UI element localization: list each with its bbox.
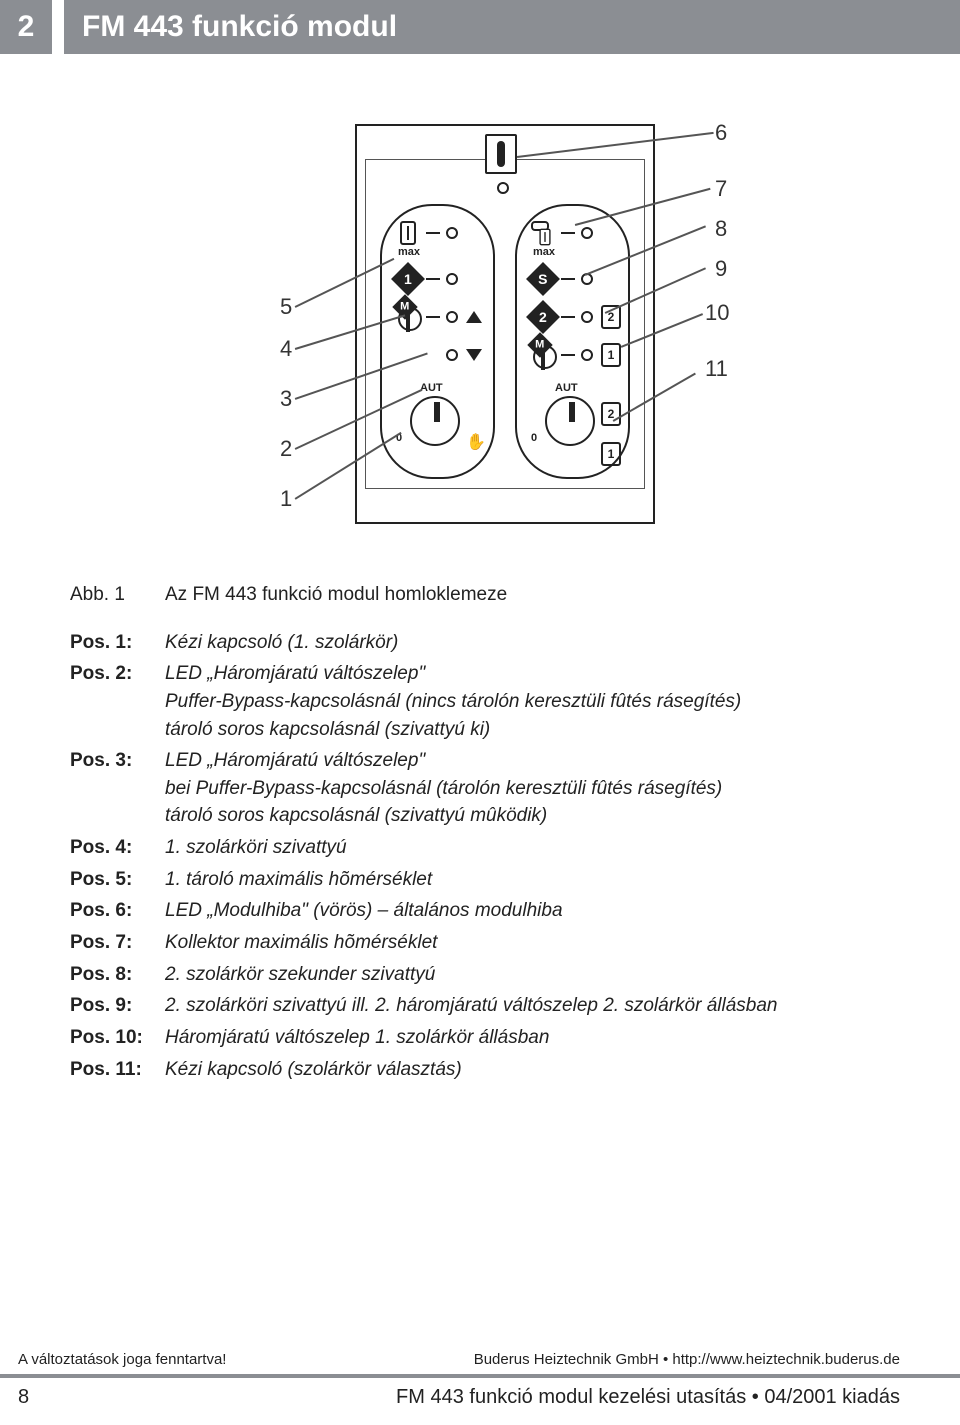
position-indicator-icon: 1 bbox=[601, 442, 621, 466]
aut-label: AUT bbox=[420, 382, 443, 394]
legend-row: Pos. 11:Kézi kapcsoló (szolárkör választ… bbox=[70, 1057, 900, 1083]
legend-value: 1. szolárköri szivattyú bbox=[165, 835, 900, 861]
figure-caption-text: Az FM 443 funkció modul homloklemeze bbox=[165, 582, 900, 608]
callout-11: 11 bbox=[705, 356, 728, 382]
led-icon bbox=[581, 227, 593, 239]
page-number: 8 bbox=[18, 1386, 29, 1409]
legend-value: 2. szolárköri szivattyú ill. 2. háromjár… bbox=[165, 993, 900, 1019]
max-label: max bbox=[398, 246, 420, 258]
callout-2: 2 bbox=[280, 436, 292, 462]
triangle-down-icon bbox=[466, 349, 482, 361]
hand-icon: ✋ bbox=[466, 432, 486, 452]
chapter-title: FM 443 funkció modul bbox=[64, 0, 960, 54]
legend-value: Háromjáratú váltószelep 1. szolárkör áll… bbox=[165, 1025, 900, 1051]
aut-label: AUT bbox=[555, 382, 578, 394]
footer-rights: A változtatások joga fenntartva! bbox=[18, 1351, 226, 1368]
footer-doc-title: FM 443 funkció modul kezelési utasítás •… bbox=[396, 1386, 900, 1409]
callout-3: 3 bbox=[280, 386, 292, 412]
footer-company: Buderus Heiztechnik GmbH • http://www.he… bbox=[474, 1351, 900, 1368]
legend-value: LED „Modulhiba" (vörös) – általános modu… bbox=[165, 898, 900, 924]
led-icon bbox=[581, 349, 593, 361]
callout-1: 1 bbox=[280, 486, 292, 512]
legend-key: Pos. 3: bbox=[70, 748, 165, 829]
knob-icon bbox=[410, 396, 460, 446]
legend-value: 1. tároló maximális hõmérséklet bbox=[165, 867, 900, 893]
legend-key: Pos. 8: bbox=[70, 962, 165, 988]
page-footer: A változtatások joga fenntartva! Buderus… bbox=[0, 1351, 960, 1425]
chapter-number: 2 bbox=[0, 0, 52, 54]
legend-value: Kézi kapcsoló (szolárkör választás) bbox=[165, 1057, 900, 1083]
badge-2-icon: 2 bbox=[526, 300, 560, 334]
legend-key: Pos. 4: bbox=[70, 835, 165, 861]
figure-caption-key: Abb. 1 bbox=[70, 582, 165, 608]
legend-value: Kézi kapcsoló (1. szolárkör) bbox=[165, 630, 900, 656]
panel-right: max S 2 2 1 bbox=[515, 204, 630, 479]
legend-row: Pos. 3:LED „Háromjáratú váltószelep"bei … bbox=[70, 748, 900, 829]
legend-key: Pos. 2: bbox=[70, 661, 165, 742]
badge-1-icon: 1 bbox=[391, 262, 425, 296]
legend-key: Pos. 5: bbox=[70, 867, 165, 893]
page-header: 2 FM 443 funkció modul bbox=[0, 0, 960, 54]
triangle-up-icon bbox=[466, 311, 482, 323]
legend-row: Pos. 10:Háromjáratú váltószelep 1. szolá… bbox=[70, 1025, 900, 1051]
header-gap bbox=[52, 0, 64, 54]
callout-9: 9 bbox=[715, 256, 727, 282]
badge-s-icon: S bbox=[526, 262, 560, 296]
callout-4: 4 bbox=[280, 336, 292, 362]
led-icon bbox=[581, 273, 593, 285]
legend-key: Pos. 1: bbox=[70, 630, 165, 656]
legend-row: Pos. 4:1. szolárköri szivattyú bbox=[70, 835, 900, 861]
led-icon bbox=[446, 273, 458, 285]
legend-value: 2. szolárkör szekunder szivattyú bbox=[165, 962, 900, 988]
callout-5: 5 bbox=[280, 294, 292, 320]
led-icon bbox=[446, 311, 458, 323]
knob-icon bbox=[545, 396, 595, 446]
legend-row: Pos. 1:Kézi kapcsoló (1. szolárkör) bbox=[70, 630, 900, 656]
position-indicator-icon: 1 bbox=[601, 343, 621, 367]
legend-row: Pos. 5:1. tároló maximális hõmérséklet bbox=[70, 867, 900, 893]
max-label: max bbox=[533, 246, 555, 258]
legend-value: Kollektor maximális hõmérséklet bbox=[165, 930, 900, 956]
led-icon bbox=[446, 227, 458, 239]
thermometer-icon bbox=[400, 221, 416, 245]
figure-diagram: max 1 M bbox=[205, 84, 765, 544]
zero-label: 0 bbox=[531, 432, 537, 444]
legend: Abb. 1 Az FM 443 funkció modul homloklem… bbox=[70, 582, 900, 1082]
callout-10: 10 bbox=[705, 300, 729, 326]
legend-key: Pos. 10: bbox=[70, 1025, 165, 1051]
thermometer-icon bbox=[539, 229, 550, 246]
led-icon bbox=[581, 311, 593, 323]
callout-7: 7 bbox=[715, 176, 727, 202]
legend-row: Pos. 8:2. szolárkör szekunder szivattyú bbox=[70, 962, 900, 988]
legend-value: LED „Háromjáratú váltószelep"Puffer-Bypa… bbox=[165, 661, 900, 742]
legend-key: Pos. 9: bbox=[70, 993, 165, 1019]
callout-8: 8 bbox=[715, 216, 727, 242]
status-led-icon bbox=[497, 182, 509, 194]
panel-left: max 1 M bbox=[380, 204, 495, 479]
legend-row: Pos. 2:LED „Háromjáratú váltószelep"Puff… bbox=[70, 661, 900, 742]
legend-key: Pos. 7: bbox=[70, 930, 165, 956]
legend-row: Pos. 7:Kollektor maximális hõmérséklet bbox=[70, 930, 900, 956]
fuse-icon bbox=[485, 134, 517, 174]
legend-key: Pos. 6: bbox=[70, 898, 165, 924]
led-icon bbox=[446, 349, 458, 361]
position-indicator-icon: 2 bbox=[601, 402, 621, 426]
legend-row: Pos. 9:2. szolárköri szivattyú ill. 2. h… bbox=[70, 993, 900, 1019]
callout-6: 6 bbox=[715, 120, 727, 146]
legend-row: Pos. 6:LED „Modulhiba" (vörös) – általán… bbox=[70, 898, 900, 924]
legend-key: Pos. 11: bbox=[70, 1057, 165, 1083]
legend-value: LED „Háromjáratú váltószelep"bei Puffer-… bbox=[165, 748, 900, 829]
